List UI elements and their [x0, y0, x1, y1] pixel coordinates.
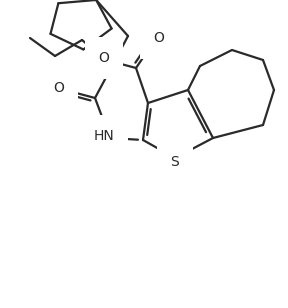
Text: O: O: [54, 81, 65, 95]
Text: O: O: [154, 31, 164, 45]
Text: S: S: [170, 155, 179, 169]
Text: O: O: [98, 51, 109, 65]
Text: HN: HN: [94, 129, 114, 143]
